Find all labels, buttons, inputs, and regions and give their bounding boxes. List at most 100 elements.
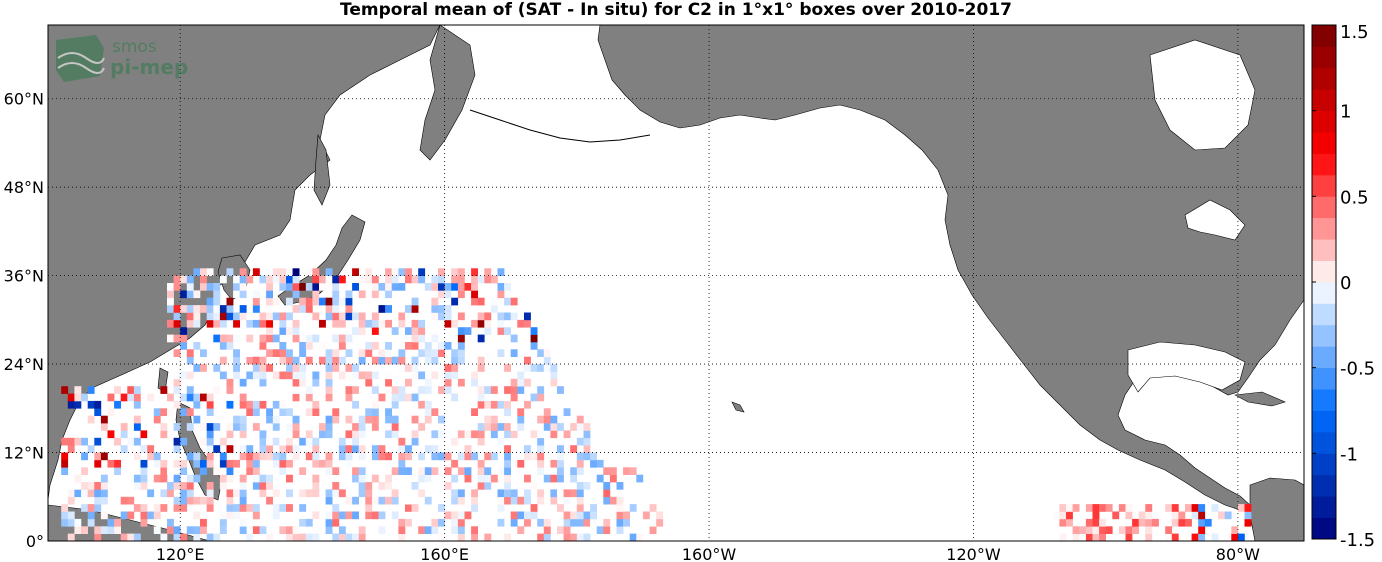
anomaly-box [352,474,359,483]
anomaly-box [239,504,247,512]
anomaly-box [61,437,69,446]
anomaly-box [590,504,597,512]
anomaly-box [497,518,505,527]
anomaly-box [603,496,611,505]
anomaly-box [279,408,287,416]
anomaly-box [484,400,492,409]
anomaly-box [451,437,459,446]
anomaly-box [167,526,174,534]
anomaly-box [239,482,247,490]
anomaly-box [530,504,538,512]
anomaly-box [233,415,240,424]
latitude-labels: 0° 12°N 24°N 36°N 48°N 60°N [4,90,44,551]
colorbar-label: -1.5 [1340,530,1375,551]
anomaly-box [524,489,531,498]
anomaly-box [167,467,174,475]
anomaly-box [451,496,459,505]
anomaly-box [325,297,333,306]
anomaly-box [338,356,346,365]
anomaly-box [153,459,161,468]
anomaly-box [510,430,518,439]
cuba [1234,391,1286,407]
anomaly-box [266,364,273,372]
anomaly-box [259,474,267,483]
anomaly-box [325,349,333,357]
anomaly-box [537,452,545,461]
anomaly-box [252,526,260,534]
anomaly-box [252,452,260,461]
anomaly-box [477,423,485,431]
anomaly-box [325,283,333,291]
anomaly-box [133,452,141,461]
anomaly-box [186,408,194,416]
anomaly-box [200,283,207,291]
anomaly-box [100,474,108,483]
anomaly-box [286,489,293,498]
anomaly-box [173,459,181,468]
anomaly-box [81,482,88,490]
anomaly-box [259,452,267,461]
anomaly-box [292,283,300,291]
anomaly-box [213,290,221,299]
anomaly-box [451,275,459,284]
anomaly-box [557,452,564,461]
anomaly-box [543,356,551,365]
anomaly-box [140,474,148,483]
smos-pi-mep-logo: smos pi-mep [56,35,188,82]
anomaly-box [471,496,478,505]
anomaly-box [233,489,240,498]
anomaly-box [1099,504,1106,512]
anomaly-box [411,334,419,343]
anomaly-box [286,356,293,365]
anomaly-box [1244,504,1252,512]
logo-wave [57,62,105,74]
anomaly-box [74,393,82,402]
anomaly-box [391,393,399,402]
anomaly-box [252,467,260,475]
anomaly-box [286,526,293,534]
anomaly-box [391,496,399,505]
anomaly-box [451,297,459,306]
anomaly-box [120,423,128,431]
anomaly-box [570,489,578,498]
anomaly-box [477,467,485,475]
anomaly-box [418,319,426,328]
anomaly-box [411,393,419,402]
anomaly-box [206,482,214,490]
anomaly-box [563,526,571,534]
anomaly-box [173,533,181,541]
anomaly-box [114,526,121,534]
anomaly-box [517,408,525,416]
anomaly-box [365,268,373,276]
anomaly-box [471,533,478,541]
anomaly-box [1092,504,1100,512]
anomaly-box [259,334,267,343]
anomaly-box [213,423,221,431]
anomaly-box [266,533,273,541]
anomaly-box [504,400,511,409]
colorbar-label: -1 [1340,444,1358,465]
anomaly-box [391,386,399,394]
anomaly-box [371,496,379,505]
anomaly-box [365,275,373,284]
anomaly-box [418,371,426,380]
anomaly-box [200,459,207,468]
anomaly-box [471,452,478,461]
anomaly-box [345,459,353,468]
anomaly-box [345,496,353,505]
anomaly-box [557,474,564,483]
anomaly-box [596,474,604,483]
anomaly-box [233,349,240,357]
anomaly-box [219,526,227,534]
anomaly-box [1165,533,1173,541]
anomaly-box [252,474,260,483]
anomaly-box [358,533,366,541]
anomaly-box [180,482,188,490]
anomaly-box [200,437,207,446]
anomaly-box [252,290,260,299]
anomaly-box [438,533,445,541]
anomaly-box [160,489,168,498]
anomaly-box [358,423,366,431]
anomaly-box [193,496,201,505]
anomaly-box [358,430,366,439]
